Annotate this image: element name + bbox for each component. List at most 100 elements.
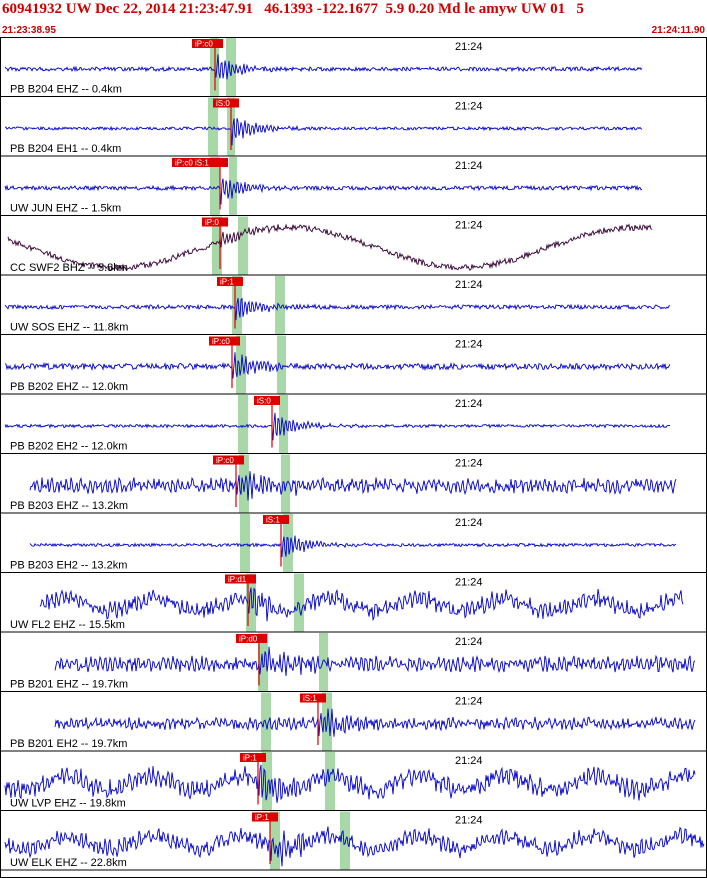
trace-row[interactable]: iS:0 21:24 PB B202 EH2 -- 12.0km xyxy=(0,395,707,454)
pick-label-box[interactable] xyxy=(254,396,280,405)
pick-window xyxy=(277,335,286,394)
pick-label-box[interactable] xyxy=(240,753,266,762)
pick-label-box[interactable] xyxy=(217,277,243,286)
waveform xyxy=(39,587,684,622)
trace-row[interactable]: iP:1 21:24 UW LVP EHZ -- 19.8km xyxy=(0,752,707,811)
station-label: PB B202 EHZ -- 12.0km xyxy=(10,381,128,393)
waveform xyxy=(54,708,696,737)
trace-row[interactable]: iP:0 21:24 CC SWF2 BHZ -- 5.8km xyxy=(0,216,707,276)
waveform xyxy=(7,223,653,272)
station-label: PB B204 EHZ -- 0.4km xyxy=(10,84,122,96)
waveform xyxy=(4,764,696,803)
time-mark: 21:24 xyxy=(455,101,483,113)
pick-label-box[interactable] xyxy=(172,158,228,167)
pick-label-box[interactable] xyxy=(225,574,256,584)
station-label: UW ELK EHZ -- 22.8km xyxy=(10,857,127,869)
pick-window xyxy=(212,216,222,275)
pick-window xyxy=(210,157,220,216)
station-label: UW FL2 EHZ -- 15.5km xyxy=(10,619,125,631)
pick-label: iP:1 xyxy=(220,278,234,287)
trace-row[interactable]: iP:c0 iS:1 21:24 UW JUN EHZ -- 1.5km xyxy=(0,157,707,216)
time-mark: 21:24 xyxy=(455,696,483,708)
station-label: UW JUN EHZ -- 1.5km xyxy=(10,203,121,215)
pick-label-box[interactable] xyxy=(209,336,240,346)
station-label: PB B203 EH2 -- 13.2km xyxy=(10,560,127,572)
trace-row[interactable]: iP:d0 21:24 PB B201 EHZ -- 19.7km xyxy=(0,633,707,692)
pick-label: iP:1 xyxy=(255,813,269,822)
waveform xyxy=(4,412,671,441)
waveform xyxy=(29,471,677,501)
trace-row[interactable]: iP:d1 21:24 UW FL2 EHZ -- 15.5km xyxy=(0,573,707,633)
time-mark: 21:24 xyxy=(455,41,483,53)
pick-label: iS:1 xyxy=(303,694,317,703)
station-label: PB B203 EHZ -- 13.2km xyxy=(10,500,128,512)
pick-label: iP:c0 xyxy=(212,337,230,346)
waveform xyxy=(4,178,643,205)
pick-window xyxy=(261,692,271,751)
waveform xyxy=(4,297,670,321)
pick-label: iP:c0 xyxy=(216,456,234,465)
time-mark: 21:24 xyxy=(455,220,483,232)
trace-row[interactable]: iP:c0 21:24 PB B203 EHZ -- 13.2km xyxy=(0,454,707,514)
pick-window xyxy=(229,157,237,216)
pick-label: iP:c0 xyxy=(195,40,213,49)
trace-row[interactable]: iP:c0 21:24 PB B204 EHZ -- 0.4km xyxy=(0,38,707,97)
station-label: UW SOS EHZ -- 11.8km xyxy=(10,322,128,334)
pick-window xyxy=(279,395,288,454)
waveform xyxy=(4,118,643,146)
station-label: PB B201 EHZ -- 19.7km xyxy=(10,679,128,691)
station-label: PB B201 EH2 -- 19.7km xyxy=(10,738,127,750)
pick-label: iP:d1 xyxy=(228,575,247,584)
time-mark: 21:24 xyxy=(455,279,483,291)
event-title: 60941932 UW Dec 22, 2014 21:23:47.91 46.… xyxy=(2,1,584,17)
waveform xyxy=(29,535,676,558)
station-label: UW LVP EHZ -- 19.8km xyxy=(10,798,126,810)
pick-label: iP:c0 iS:1 xyxy=(175,159,209,168)
waveform xyxy=(4,352,671,379)
time-mark: 21:24 xyxy=(455,636,483,648)
trace-row[interactable]: iS:1 21:24 PB B201 EH2 -- 19.7km xyxy=(0,692,707,752)
time-mark: 21:24 xyxy=(455,398,483,410)
pick-label-box[interactable] xyxy=(213,98,239,108)
waveform xyxy=(4,826,705,867)
waveform xyxy=(4,54,643,80)
pick-label: iS:1 xyxy=(266,516,280,525)
window-start-time: 21:23:38.95 xyxy=(2,25,56,36)
pick-window xyxy=(208,97,218,156)
waveform xyxy=(54,646,696,677)
pick-label: iP:d0 xyxy=(239,635,258,644)
time-mark: 21:24 xyxy=(455,339,483,351)
pick-label: iS:0 xyxy=(216,99,230,108)
station-label: CC SWF2 BHZ -- 5.8km xyxy=(10,262,128,274)
station-label: PB B204 EH1 -- 0.4km xyxy=(10,143,121,155)
pick-label-box[interactable] xyxy=(300,693,326,703)
pick-window xyxy=(319,633,328,692)
pick-window xyxy=(239,454,249,513)
trace-row[interactable]: iP:1 21:24 UW SOS EHZ -- 11.8km xyxy=(0,276,707,335)
pick-label: iP:1 xyxy=(243,754,257,763)
time-mark: 21:24 xyxy=(455,517,483,529)
pick-label-box[interactable] xyxy=(252,812,278,822)
trace-row[interactable]: iS:0 21:24 PB B204 EH1 -- 0.4km xyxy=(0,97,707,157)
seismogram-panel[interactable]: iP:c0 21:24 PB B204 EHZ -- 0.4km iS:0 21:24 P… xyxy=(0,37,707,878)
pick-label-box[interactable] xyxy=(192,39,223,48)
trace-row[interactable]: iS:1 21:24 PB B203 EH2 -- 13.2km xyxy=(0,514,707,573)
pick-label-box[interactable] xyxy=(213,455,244,465)
pick-window xyxy=(238,216,248,275)
time-mark: 21:24 xyxy=(455,815,483,827)
pick-window xyxy=(262,752,272,811)
pick-label-box[interactable] xyxy=(263,515,289,524)
trace-row[interactable]: iP:1 21:24 UW ELK EHZ -- 22.8km xyxy=(0,811,707,871)
pick-label-box[interactable] xyxy=(236,634,267,643)
time-mark: 21:24 xyxy=(455,755,483,767)
pick-window xyxy=(246,573,256,632)
pick-window xyxy=(238,395,248,454)
pick-window xyxy=(275,276,285,335)
pick-window xyxy=(281,454,290,513)
station-label: PB B202 EH2 -- 12.0km xyxy=(10,441,127,453)
trace-row[interactable]: iP:c0 21:24 PB B202 EHZ -- 12.0km xyxy=(0,335,707,395)
time-mark: 21:24 xyxy=(455,160,483,172)
pick-window xyxy=(325,752,335,811)
pick-label-box[interactable] xyxy=(202,217,228,227)
pick-window xyxy=(240,514,250,573)
